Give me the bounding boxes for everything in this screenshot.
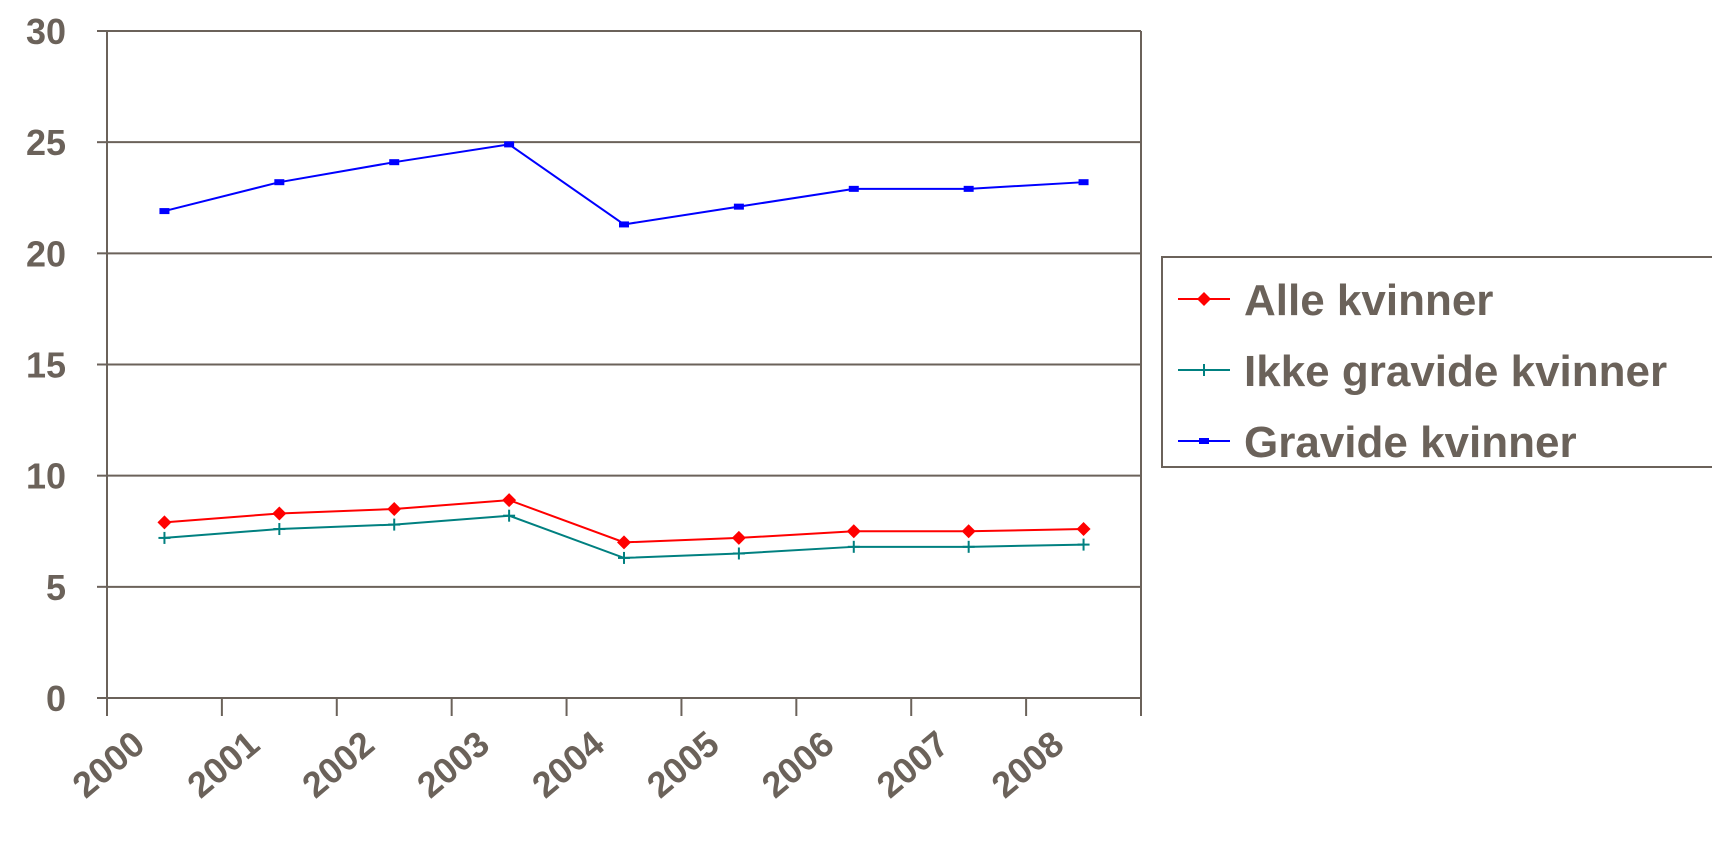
data-point xyxy=(619,221,629,228)
data-point xyxy=(274,179,285,186)
data-series xyxy=(157,141,1091,564)
series-alle-kvinner xyxy=(157,493,1091,550)
data-point xyxy=(962,540,975,553)
data-point xyxy=(504,141,515,148)
data-point xyxy=(961,524,976,539)
data-point xyxy=(617,535,631,550)
y-tick-label: 25 xyxy=(26,122,66,163)
x-tick-label: 2007 xyxy=(869,723,957,806)
legend-label: Ikke gravide kvinner xyxy=(1244,347,1667,396)
data-point xyxy=(731,530,746,545)
y-tick-label: 10 xyxy=(26,456,66,497)
data-point xyxy=(847,540,860,553)
data-point xyxy=(732,547,745,560)
x-tick-label: 2001 xyxy=(179,723,267,806)
y-tick-label: 20 xyxy=(26,233,66,274)
data-point xyxy=(273,523,286,536)
data-point xyxy=(389,159,400,166)
data-point xyxy=(963,185,974,192)
series-line xyxy=(164,143,1084,226)
x-tick-label: 2006 xyxy=(754,723,842,806)
x-tick-labels: 2000 2001 2002 2003 2004 2005 2006 2007 2008 xyxy=(64,723,1071,806)
y-tick-label: 15 xyxy=(26,345,66,386)
legend-item: Alle kvinner xyxy=(1178,276,1493,325)
x-tick-label: 2004 xyxy=(524,723,612,806)
y-tick-labels: 0 5 10 15 20 25 30 xyxy=(26,11,66,719)
y-tick-label: 30 xyxy=(26,11,66,52)
legend-box xyxy=(1161,256,1712,468)
x-tick-label: 2005 xyxy=(639,723,727,806)
series-ikke-gravide-kvinner xyxy=(158,509,1090,564)
legend-label: Alle kvinner xyxy=(1244,276,1493,325)
data-point xyxy=(733,203,744,210)
data-point xyxy=(387,502,402,517)
data-point xyxy=(159,208,170,215)
legend-label: Gravide kvinner xyxy=(1244,418,1577,467)
legend-marker xyxy=(1197,292,1211,306)
data-point xyxy=(158,531,171,544)
data-point xyxy=(1076,522,1091,537)
x-tick-label: 2002 xyxy=(294,723,382,806)
data-point xyxy=(618,551,630,564)
legend-item: Ikke gravide kvinner xyxy=(1178,347,1667,396)
data-point xyxy=(848,185,859,192)
legend-marker xyxy=(1198,364,1210,376)
x-tick-label: 2003 xyxy=(409,723,497,806)
data-point xyxy=(1077,538,1090,551)
y-tick-label: 0 xyxy=(46,678,66,719)
x-tick-label: 2000 xyxy=(64,723,152,806)
x-tick-label: 2008 xyxy=(984,723,1072,806)
data-point xyxy=(846,524,861,539)
gridlines xyxy=(107,30,1141,588)
data-point xyxy=(157,515,172,530)
data-point xyxy=(272,506,287,521)
y-tick-label: 5 xyxy=(46,567,66,608)
legend-marker xyxy=(1199,438,1209,444)
series-gravide-kvinner xyxy=(159,141,1089,228)
axes xyxy=(97,30,1142,716)
data-point xyxy=(503,509,516,522)
legend-item: Gravide kvinner xyxy=(1178,418,1577,467)
data-point xyxy=(502,493,517,508)
legend: Alle kvinner Ikke gravide kvinner Gravide … xyxy=(1161,256,1712,468)
data-point xyxy=(388,518,401,531)
data-point xyxy=(1078,179,1089,186)
